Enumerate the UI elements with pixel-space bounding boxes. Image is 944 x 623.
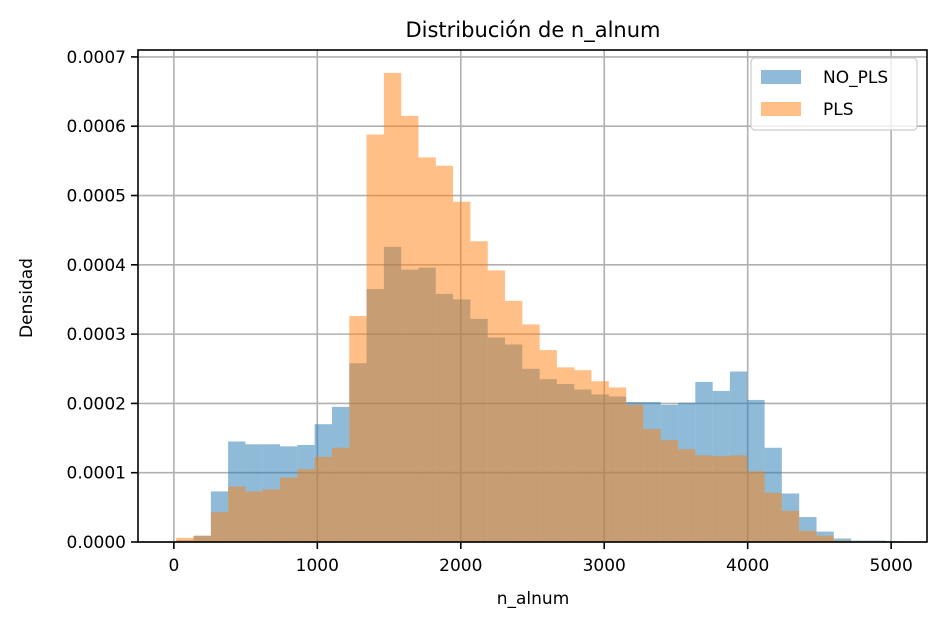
bars [176,72,904,543]
histogram-bar [280,477,298,542]
histogram-bar [539,350,557,542]
histogram-bar [643,429,661,542]
y-tick-label: 0.0001 [67,464,126,484]
histogram-bar [435,165,454,542]
histogram-bar [522,324,540,542]
histogram-bar [193,535,211,542]
histogram-bar [781,510,800,542]
y-tick-label: 0.0007 [67,48,126,68]
x-tick-label: 2000 [439,556,482,576]
histogram-bar [418,157,436,542]
y-tick-label: 0.0005 [67,187,126,207]
y-ticks: 0.0000 0.0001 0.0002 0.0003 0.0004 0.0005 0.00… [67,48,138,553]
histogram-bar [453,201,471,542]
chart-title: Distribución de n_alnum [405,18,660,43]
histogram-bar [176,537,194,542]
histogram-bar [504,300,523,542]
histogram-bar [349,316,367,542]
histogram-bar [574,370,592,542]
histogram-bar [660,440,679,542]
legend: NO_PLS PLS [750,57,918,131]
series-pls [176,72,886,543]
histogram-bar [297,469,315,542]
histogram-bar [366,134,384,543]
histogram-bar [470,241,488,542]
axes [137,49,928,543]
x-tick-label: 4000 [726,556,769,576]
histogram-bar [331,447,350,542]
legend-swatch [761,102,801,116]
y-tick-label: 0.0000 [67,533,126,553]
legend-label: NO_PLS [823,68,888,88]
histogram-bar [678,449,696,542]
y-tick-label: 0.0002 [67,394,126,414]
histogram-bar [487,270,505,542]
legend-label: PLS [823,100,854,120]
histogram-bar [262,489,281,542]
histogram-bar [314,456,332,542]
histogram-bar [799,530,817,542]
histogram-bar [695,455,713,542]
histogram-bar [210,512,229,542]
histogram-bar [228,486,246,542]
plot-frame [137,49,928,543]
y-axis-label: Densidad [17,258,37,338]
histogram-bar [556,367,575,542]
histogram-bar [729,455,748,542]
y-tick-label: 0.0006 [67,117,126,137]
y-tick-label: 0.0004 [67,256,126,276]
y-tick-label: 0.0003 [67,325,126,345]
histogram-bar [245,491,263,542]
histogram-bar [747,471,765,542]
legend-swatch [761,70,801,84]
x-tick-label: 5000 [870,556,913,576]
histogram-bar [383,72,402,542]
histogram-bar [764,492,782,542]
x-ticks: 0 1000 2000 3000 4000 5000 [168,542,913,576]
histogram-bar [712,456,730,542]
x-axis-label: n_alnum [497,589,570,609]
histogram-bar [401,115,419,542]
histogram-bar [608,387,627,542]
x-tick-label: 1000 [296,556,339,576]
histogram-bar [816,535,834,542]
x-tick-label: 0 [168,556,179,576]
histogram-bar [626,404,644,542]
x-tick-label: 3000 [583,556,626,576]
histogram-bar [591,381,609,542]
histogram-bar [833,538,852,542]
